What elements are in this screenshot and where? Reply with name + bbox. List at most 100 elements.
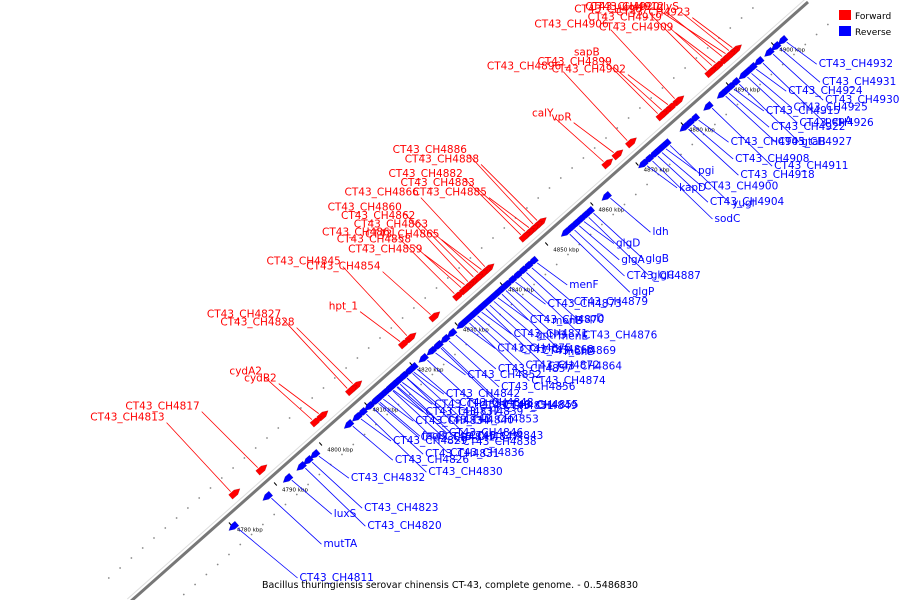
guide-dot — [216, 563, 219, 566]
reverse-gene-label: menF — [569, 279, 598, 291]
guide-dot — [668, 163, 671, 166]
forward-gene-glyph — [451, 290, 465, 302]
reverse-gene-label: CT43_CH4811 — [300, 572, 374, 584]
reverse-gene-label: glgP — [632, 286, 655, 298]
guide-dot — [130, 557, 133, 559]
reverse-leader-line — [237, 527, 298, 579]
forward-gene-label: CT43_CH4882 — [388, 168, 462, 180]
reverse-gene-label: CT43_CH4931 — [822, 76, 896, 88]
forward-gene-label: CT43_CH4888 — [405, 153, 479, 165]
reverse-gene-label: CT43_CH4848 — [459, 397, 533, 409]
reverse-leader-line — [416, 368, 458, 404]
guide-dot — [781, 63, 784, 66]
forward-leader-line — [398, 237, 455, 294]
guide-dot — [175, 517, 178, 519]
reverse-leader-line — [481, 311, 512, 335]
label-layer: CT43_CH4923glySCT43_CH4912CT43_CH4920CT4… — [90, 1, 899, 584]
guide-dot — [277, 427, 280, 429]
guide-dot — [318, 473, 321, 476]
reverse-gene-label: CT43_CH4836 — [450, 447, 525, 459]
guide-dot — [605, 137, 607, 139]
forward-gene-label: CT43_CH4813 — [90, 412, 164, 424]
reverse-gene-label: menD — [564, 346, 595, 358]
reverse-gene-glyph — [753, 55, 765, 66]
guide-dot — [243, 457, 246, 459]
forward-gene-glyph — [255, 464, 268, 476]
reverse-gene-glyph — [601, 190, 613, 201]
reverse-leader-line — [352, 425, 394, 461]
reverse-gene-label: CT43_CH4915 — [766, 105, 840, 117]
reverse-leader-line — [688, 128, 739, 176]
reverse-leader-line — [751, 73, 792, 108]
guide-dot — [141, 547, 144, 549]
reverse-leader-line — [593, 212, 644, 260]
guide-dot — [559, 177, 562, 179]
reverse-gene-label: CT43_CH4869 — [542, 345, 616, 357]
legend-reverse-swatch — [839, 26, 851, 36]
reverse-leader-line — [711, 107, 773, 167]
reverse-leader-line — [399, 383, 461, 443]
reverse-gene-label: CT43_CH4839 — [449, 406, 523, 418]
guide-dot — [107, 577, 110, 579]
backbone-shadow — [127, 0, 805, 600]
forward-gene-label: glyS — [656, 1, 679, 13]
reverse-leader-line — [473, 319, 524, 366]
guide-dot — [356, 357, 359, 359]
reverse-gene-label: CT43_CH4930 — [825, 94, 899, 106]
guide-dot — [713, 123, 716, 126]
reverse-leader-line — [435, 352, 466, 376]
reverse-gene-label: CT43_CH4872 — [526, 359, 600, 371]
guide-dot — [345, 367, 347, 369]
reverse-gene-label: menE — [558, 331, 588, 343]
leader-layer — [166, 11, 824, 579]
reverse-gene-glyph — [560, 226, 572, 237]
reverse-leader-line — [505, 290, 557, 337]
scale-tick-label: 4850 kbp — [553, 247, 579, 253]
forward-gene-glyph — [518, 231, 531, 243]
guide-dot — [638, 107, 641, 109]
forward-gene-label: CT43_CH4920 — [585, 1, 659, 13]
reverse-leader-line — [311, 461, 363, 509]
guide-dot — [469, 257, 472, 259]
reverse-leader-line — [383, 398, 414, 422]
guide-dot — [634, 193, 637, 196]
forward-leader-line — [263, 376, 313, 420]
forward-gene-label: sapB — [574, 47, 600, 59]
guide-dot — [612, 213, 615, 216]
guide-dot — [386, 413, 389, 416]
forward-gene-label: CT43_CH4817 — [125, 401, 199, 413]
reverse-gene-label: pepA — [825, 115, 853, 127]
guide-dot — [684, 67, 686, 69]
forward-gene-glyph — [624, 137, 637, 149]
reverse-leader-line — [360, 418, 392, 442]
reverse-leader-line — [493, 301, 535, 336]
forward-leader-line — [417, 220, 474, 278]
reverse-gene-glyph — [282, 472, 294, 483]
forward-leader-line — [464, 178, 522, 236]
guide-dot — [239, 543, 242, 546]
reverse-leader-line — [569, 233, 631, 293]
guide-dot — [454, 353, 456, 356]
reverse-leader-line — [526, 272, 577, 319]
reverse-leader-line — [397, 386, 438, 421]
forward-leader-line — [488, 197, 530, 228]
reverse-leader-line — [406, 377, 468, 437]
guide-dot — [431, 373, 434, 376]
reverse-gene-label: glgA — [621, 254, 645, 266]
forward-gene-glyph — [428, 311, 441, 323]
reverse-gene-glyph — [343, 418, 355, 429]
scale-tick-label: 4870 kbp — [644, 167, 670, 173]
reverse-leader-line — [661, 152, 703, 187]
reverse-leader-line — [469, 322, 530, 382]
reverse-leader-line — [413, 371, 445, 395]
reverse-gene-glyph — [456, 319, 468, 330]
forward-gene-label: CT43_CH4899 — [537, 56, 611, 68]
reverse-leader-line — [455, 334, 497, 370]
reverse-leader-line — [318, 455, 350, 479]
guide-dot — [164, 527, 167, 529]
reverse-leader-line — [652, 160, 713, 220]
reverse-gene-label: ldh — [652, 226, 668, 238]
forward-leader-line — [278, 383, 319, 414]
guide-dot — [119, 567, 121, 569]
